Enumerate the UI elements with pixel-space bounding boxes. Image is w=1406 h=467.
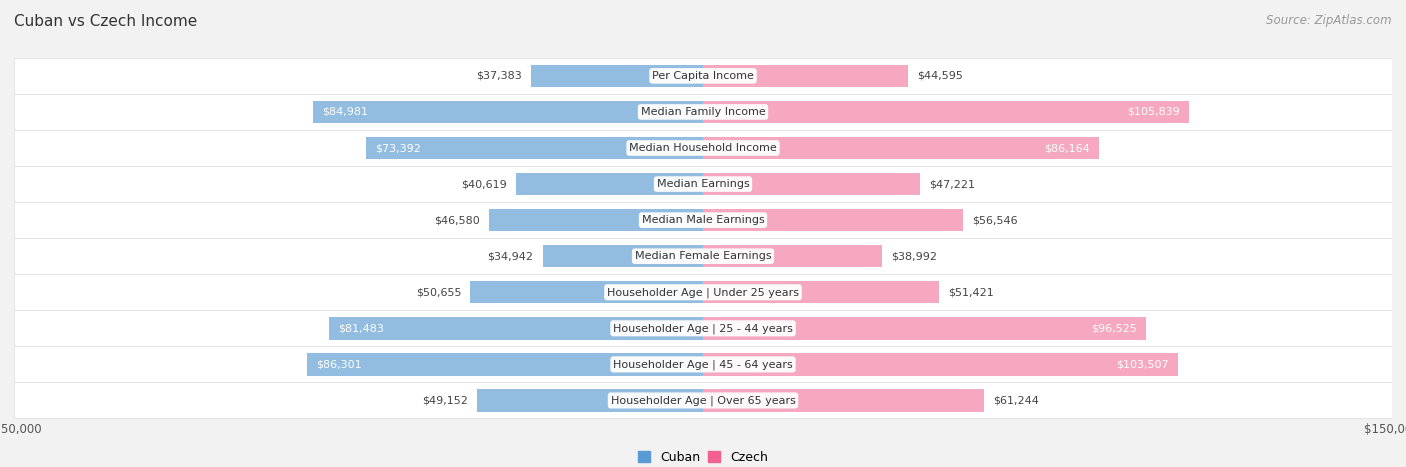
Text: Median Household Income: Median Household Income [628, 143, 778, 153]
Bar [703, 137, 1098, 159]
FancyBboxPatch shape [14, 202, 1392, 238]
Bar [543, 245, 703, 268]
Text: Median Earnings: Median Earnings [657, 179, 749, 189]
Bar [489, 209, 703, 231]
Bar [471, 281, 703, 304]
Text: Per Capita Income: Per Capita Income [652, 71, 754, 81]
FancyBboxPatch shape [14, 310, 1392, 347]
Bar [307, 353, 703, 375]
Text: $86,164: $86,164 [1043, 143, 1090, 153]
Text: $81,483: $81,483 [337, 323, 384, 333]
Text: Median Family Income: Median Family Income [641, 107, 765, 117]
Text: Householder Age | 45 - 64 years: Householder Age | 45 - 64 years [613, 359, 793, 370]
Text: $105,839: $105,839 [1128, 107, 1180, 117]
Text: Source: ZipAtlas.com: Source: ZipAtlas.com [1267, 14, 1392, 27]
Text: $49,152: $49,152 [422, 396, 468, 405]
Text: Householder Age | Under 25 years: Householder Age | Under 25 years [607, 287, 799, 297]
Text: $73,392: $73,392 [375, 143, 420, 153]
Bar [703, 209, 963, 231]
Text: $44,595: $44,595 [917, 71, 963, 81]
Text: $61,244: $61,244 [994, 396, 1039, 405]
Text: $46,580: $46,580 [434, 215, 479, 225]
FancyBboxPatch shape [14, 238, 1392, 274]
Bar [329, 317, 703, 340]
Text: $84,981: $84,981 [322, 107, 368, 117]
Text: $96,525: $96,525 [1091, 323, 1137, 333]
Text: Median Female Earnings: Median Female Earnings [634, 251, 772, 261]
Bar [703, 101, 1189, 123]
Bar [531, 65, 703, 87]
Bar [516, 173, 703, 195]
Bar [366, 137, 703, 159]
FancyBboxPatch shape [14, 274, 1392, 310]
Text: $37,383: $37,383 [477, 71, 522, 81]
FancyBboxPatch shape [14, 130, 1392, 166]
Text: $86,301: $86,301 [316, 360, 361, 369]
Text: $103,507: $103,507 [1116, 360, 1170, 369]
Text: $47,221: $47,221 [929, 179, 976, 189]
FancyBboxPatch shape [14, 347, 1392, 382]
Text: $50,655: $50,655 [416, 287, 461, 297]
Bar [703, 65, 908, 87]
Text: $34,942: $34,942 [488, 251, 533, 261]
Text: Householder Age | Over 65 years: Householder Age | Over 65 years [610, 395, 796, 406]
Text: $56,546: $56,546 [972, 215, 1018, 225]
Bar [477, 389, 703, 411]
Bar [312, 101, 703, 123]
FancyBboxPatch shape [14, 94, 1392, 130]
Text: $40,619: $40,619 [461, 179, 508, 189]
Bar [703, 173, 920, 195]
Bar [703, 317, 1146, 340]
FancyBboxPatch shape [14, 58, 1392, 94]
Text: Cuban vs Czech Income: Cuban vs Czech Income [14, 14, 197, 29]
FancyBboxPatch shape [14, 166, 1392, 202]
Bar [703, 389, 984, 411]
Text: Householder Age | 25 - 44 years: Householder Age | 25 - 44 years [613, 323, 793, 333]
FancyBboxPatch shape [14, 382, 1392, 418]
Bar [703, 353, 1178, 375]
Bar [703, 245, 882, 268]
Bar [703, 281, 939, 304]
Legend: Cuban, Czech: Cuban, Czech [633, 446, 773, 467]
Text: $51,421: $51,421 [949, 287, 994, 297]
Text: Median Male Earnings: Median Male Earnings [641, 215, 765, 225]
Text: $38,992: $38,992 [891, 251, 938, 261]
